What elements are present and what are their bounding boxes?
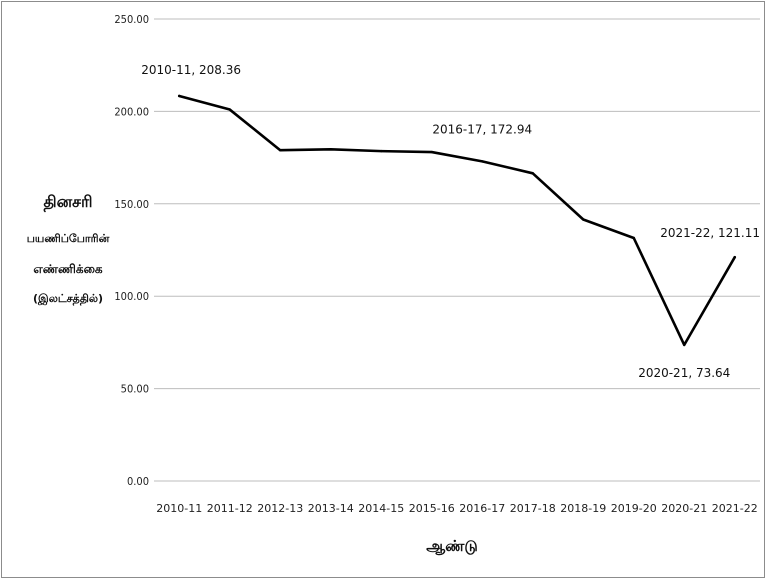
x-tick-label: 2014-15 xyxy=(358,502,404,515)
data-point xyxy=(683,343,686,347)
data-point xyxy=(430,150,433,154)
data-label: 2010-11, 208.36 xyxy=(141,63,241,77)
series-line xyxy=(177,94,737,347)
x-tick-label: 2020-21 xyxy=(661,502,707,515)
data-point xyxy=(733,255,736,259)
y-axis-label-line-2: பயணிப்போரின் xyxy=(26,232,110,245)
y-axis-label-line-3: எண்ணிக்கை xyxy=(33,262,103,276)
y-tick-label: 0.00 xyxy=(127,475,149,488)
y-tick-label: 50.00 xyxy=(121,383,149,396)
x-tick-label: 2015-16 xyxy=(409,502,455,515)
x-tick-label: 2017-18 xyxy=(510,502,556,515)
x-tick-label: 2016-17 xyxy=(459,502,505,515)
x-tick-label: 2019-20 xyxy=(611,502,657,515)
y-tick-label: 100.00 xyxy=(114,290,149,303)
data-label: 2020-21, 73.64 xyxy=(638,366,730,380)
data-point xyxy=(632,236,635,240)
data-point xyxy=(481,160,484,163)
y-axis-label-line-4: (இலட்சத்தில்) xyxy=(32,292,104,305)
data-label: 2021-22, 121.11 xyxy=(660,226,760,240)
y-tick-label: 200.00 xyxy=(114,105,149,118)
data-label: 2016-17, 172.94 xyxy=(432,122,532,136)
y-tick-label: 150.00 xyxy=(114,198,149,211)
x-tick-label: 2021-22 xyxy=(712,502,758,515)
x-tick-label: 2010-11 xyxy=(156,502,202,515)
x-tick-label: 2013-14 xyxy=(308,502,354,515)
x-tick-label: 2011-12 xyxy=(207,502,253,515)
data-point xyxy=(329,148,332,151)
data-point xyxy=(279,149,282,152)
x-tick-label: 2018-19 xyxy=(560,502,606,515)
x-axis-label: ஆண்டு xyxy=(426,537,478,555)
data-point xyxy=(380,149,383,153)
y-tick-label: 250.00 xyxy=(114,13,149,26)
x-tick-label: 2012-13 xyxy=(257,502,303,515)
y-axis-label-line-1: தினசரி xyxy=(43,192,93,211)
data-point xyxy=(531,172,534,175)
data-point xyxy=(228,108,231,111)
data-point xyxy=(178,94,181,98)
data-point xyxy=(582,218,585,221)
